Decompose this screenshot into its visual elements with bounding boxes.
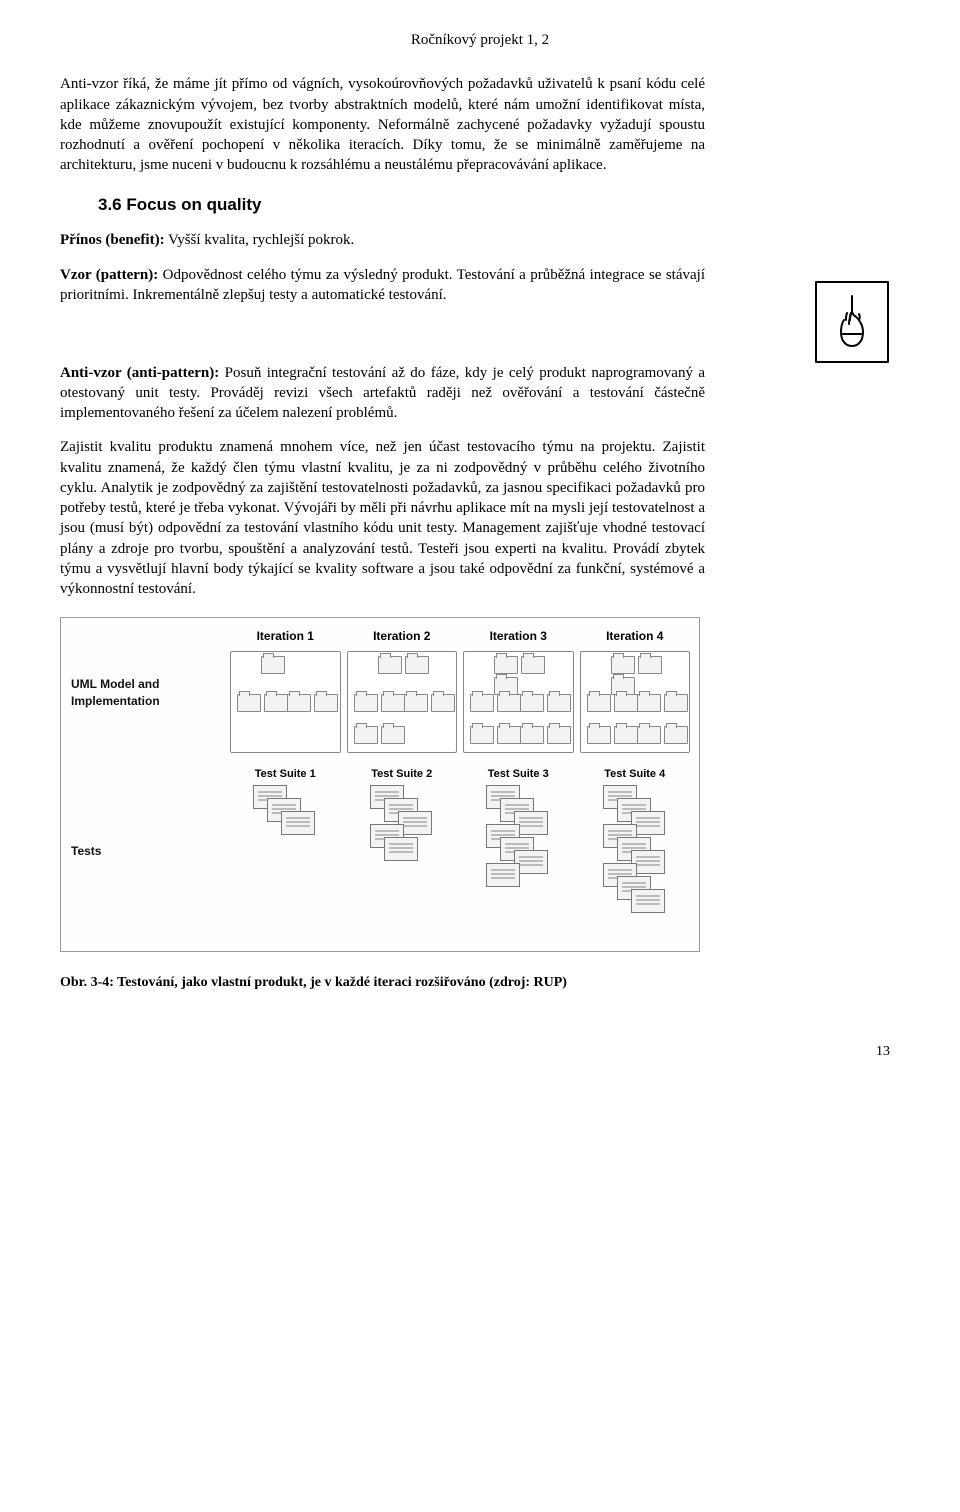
test-column: Test Suite 1 [231,753,340,936]
test-doc-icon [384,837,418,861]
folder-icon [470,726,494,744]
row-label-tests: Tests [71,753,231,859]
test-column: Test Suite 2 [348,753,457,936]
folder-icon [637,726,661,744]
test-suite-label: Test Suite 3 [488,767,549,782]
test-suite-label: Test Suite 2 [371,767,432,782]
iteration-column: Iteration 3 [464,628,573,752]
uml-model-box [347,651,458,753]
folder-icon [547,694,571,712]
folder-icon [494,656,518,674]
paragraph-antipattern: Anti-vzor (anti-pattern): Posuň integrač… [60,363,705,424]
test-suite-label: Test Suite 1 [255,767,316,782]
paragraph-pattern: Vzor (pattern): Odpovědnost celého týmu … [60,265,705,306]
folder-icon [520,694,544,712]
page-number: 13 [60,1043,900,1062]
test-stack [245,785,325,935]
figure-caption: Obr. 3-4: Testování, jako vlastní produk… [60,974,900,993]
folder-icon [587,694,611,712]
folder-icon [314,694,338,712]
iteration-header: Iteration 2 [373,628,430,644]
folder-icon [381,694,405,712]
attention-icon [815,281,889,363]
folder-icon [264,694,288,712]
iteration-column: Iteration 2 [348,628,457,752]
folder-icon [664,694,688,712]
folder-icon [381,726,405,744]
test-column: Test Suite 3 [464,753,573,936]
folder-icon [354,694,378,712]
folder-icon [378,656,402,674]
folder-icon [470,694,494,712]
folder-icon [614,726,638,744]
section-title: Focus on quality [126,195,261,214]
uml-model-box [580,651,691,753]
folder-icon [497,726,521,744]
iteration-figure: UML Model and Implementation Iteration 1… [60,617,700,952]
page-header: Ročníkový projekt 1, 2 [60,30,900,50]
test-column: Test Suite 4 [581,753,690,936]
pattern-label: Vzor (pattern): [60,267,158,283]
uml-model-box [230,651,341,753]
paragraph-quality: Zajistit kvalitu produktu znamená mnohem… [60,437,705,599]
benefit-text: Vyšší kvalita, rychlejší pokrok. [165,232,355,248]
test-stack [595,785,675,935]
folder-icon [520,726,544,744]
folder-icon [638,656,662,674]
folder-icon [404,694,428,712]
iteration-header: Iteration 3 [490,628,547,644]
section-number: 3.6 [98,195,122,214]
folder-icon [614,694,638,712]
folder-icon [287,694,311,712]
test-doc-icon [281,811,315,835]
folder-icon [611,656,635,674]
folder-icon [354,726,378,744]
uml-model-box [463,651,574,753]
test-stack [478,785,558,935]
folder-icon [405,656,429,674]
row-label-uml: UML Model and Implementation [71,628,231,708]
figure-container: UML Model and Implementation Iteration 1… [60,617,900,952]
folder-icon [587,726,611,744]
iteration-header: Iteration 4 [606,628,663,644]
folder-icon [521,656,545,674]
test-doc-icon [486,863,520,887]
folder-icon [547,726,571,744]
folder-icon [261,656,285,674]
folder-icon [237,694,261,712]
paragraph-benefit: Přínos (benefit): Vyšší kvalita, rychlej… [60,230,705,250]
iteration-header: Iteration 1 [257,628,314,644]
test-suite-label: Test Suite 4 [604,767,665,782]
section-heading: 3.6 Focus on quality [98,194,900,217]
iteration-column: Iteration 4 [581,628,690,752]
test-doc-icon [631,889,665,913]
test-stack [362,785,442,935]
benefit-label: Přínos (benefit): [60,232,165,248]
antipattern-label: Anti-vzor (anti-pattern): [60,365,219,381]
paragraph-antivzor: Anti-vzor říká, že máme jít přímo od vág… [60,74,705,175]
folder-icon [431,694,455,712]
folder-icon [497,694,521,712]
folder-icon [664,726,688,744]
iteration-column: Iteration 1 [231,628,340,752]
folder-icon [637,694,661,712]
